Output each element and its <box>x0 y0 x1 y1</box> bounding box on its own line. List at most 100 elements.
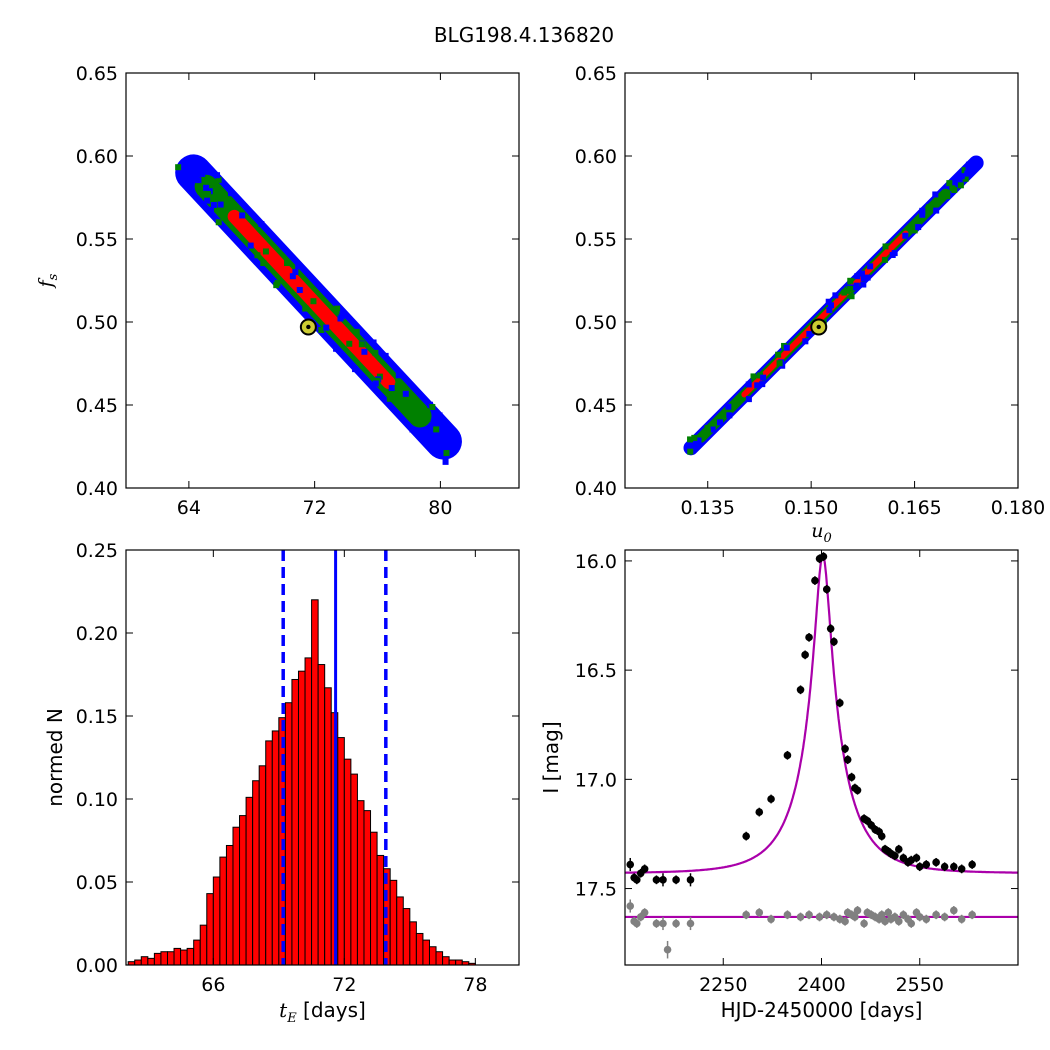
density-cell <box>848 293 855 300</box>
x-tick-label: 66 <box>201 974 225 996</box>
x-tick-label: 2400 <box>797 974 845 996</box>
density-cell <box>204 167 211 174</box>
histogram-bar <box>370 831 378 966</box>
density-cell <box>372 380 379 387</box>
residual-point <box>686 919 695 928</box>
histogram-bar <box>180 949 188 966</box>
density-cell <box>333 345 340 352</box>
data-point <box>805 633 813 642</box>
histogram-bar <box>448 959 457 966</box>
density-cell <box>806 330 813 337</box>
density-cell <box>760 374 767 381</box>
y-tick-label: 0.05 <box>76 872 118 894</box>
density-cell <box>759 381 766 388</box>
residual-point <box>742 910 750 919</box>
y-tick-label: 0.20 <box>76 623 118 645</box>
histogram-bar <box>232 826 241 966</box>
histogram-bar <box>297 670 306 966</box>
residual-point <box>672 919 680 928</box>
histogram-bar <box>245 796 254 966</box>
density-cell <box>961 167 968 174</box>
density-cell <box>207 206 214 213</box>
residual-point <box>877 910 886 919</box>
residual-point <box>932 910 940 919</box>
density-cell <box>302 305 309 312</box>
density-cell <box>372 349 379 356</box>
density-cell <box>361 348 368 355</box>
density-cell <box>289 273 296 280</box>
density-cell <box>395 372 402 379</box>
density-cell <box>958 173 965 180</box>
density-cell <box>965 166 972 173</box>
data-point <box>957 865 966 873</box>
histogram-bar <box>166 951 175 966</box>
data-point <box>915 862 924 871</box>
histogram-bar <box>415 932 424 966</box>
histogram-bar <box>311 599 319 966</box>
residual-point <box>652 919 661 928</box>
data-point <box>652 876 661 884</box>
density-cell <box>864 274 871 281</box>
histogram-bar <box>435 951 444 966</box>
histogram-bar <box>350 773 358 966</box>
best-fit-marker-center <box>306 324 311 330</box>
histogram-bar <box>212 876 221 966</box>
residual-point <box>815 913 824 921</box>
density-cell <box>932 203 939 210</box>
density-cell <box>402 390 409 397</box>
model-curve <box>625 553 1018 874</box>
residual-point <box>884 908 893 917</box>
histogram-bar <box>291 678 299 966</box>
histogram-bar <box>153 952 162 966</box>
y-tick-label: 0.60 <box>76 146 118 168</box>
density-cell <box>709 426 716 433</box>
residual-point <box>783 910 792 919</box>
density-cell <box>199 170 206 177</box>
density-cell <box>704 424 711 431</box>
density-cell <box>867 263 874 270</box>
residual-point <box>640 908 649 917</box>
residual-point <box>915 913 924 921</box>
density-cell <box>175 164 182 171</box>
density-cell <box>965 161 972 168</box>
density-cell <box>925 204 932 211</box>
y-tick-label: 0.60 <box>575 146 617 168</box>
density-cell <box>944 193 951 200</box>
density-cell <box>933 207 940 214</box>
density-cell <box>687 448 694 455</box>
density-cell <box>725 403 732 410</box>
density-cell <box>847 277 854 284</box>
density-cell <box>204 197 211 204</box>
panel-fs-vs-te: 64 72 80 0.40 0.45 0.50 0.55 0.60 0.65 fs <box>35 63 520 519</box>
density-cell <box>382 352 389 359</box>
density-region-inner <box>741 230 909 398</box>
density-cell <box>825 298 832 305</box>
density-cell <box>860 281 867 288</box>
residual-point <box>805 910 813 919</box>
density-cell <box>754 382 761 389</box>
data-point <box>912 854 921 862</box>
x-tick-label: 0.165 <box>887 497 941 519</box>
y-tick-label: 0.15 <box>76 706 118 728</box>
residual-point <box>663 945 672 954</box>
histogram-bar <box>258 765 267 966</box>
density-cell <box>841 289 848 296</box>
density-cell <box>443 450 450 457</box>
y-tick-label: 17.0 <box>575 769 617 791</box>
data-point <box>686 876 695 884</box>
histogram-bar <box>324 687 332 966</box>
density-cell <box>388 385 395 392</box>
x-tick-label: 2250 <box>699 974 747 996</box>
density-cell <box>932 191 939 198</box>
density-cell <box>889 251 896 258</box>
x-tick-label: 80 <box>428 497 452 519</box>
plot-frame <box>125 549 520 966</box>
density-cell <box>776 360 783 367</box>
density-cell <box>429 404 436 411</box>
x-axis-label: HJD-2450000 [days] <box>721 998 923 1022</box>
density-cell <box>847 285 854 292</box>
histogram-bar <box>252 780 260 966</box>
density-cell <box>745 381 752 388</box>
density-cell <box>860 275 867 282</box>
histogram-bar <box>140 956 149 966</box>
